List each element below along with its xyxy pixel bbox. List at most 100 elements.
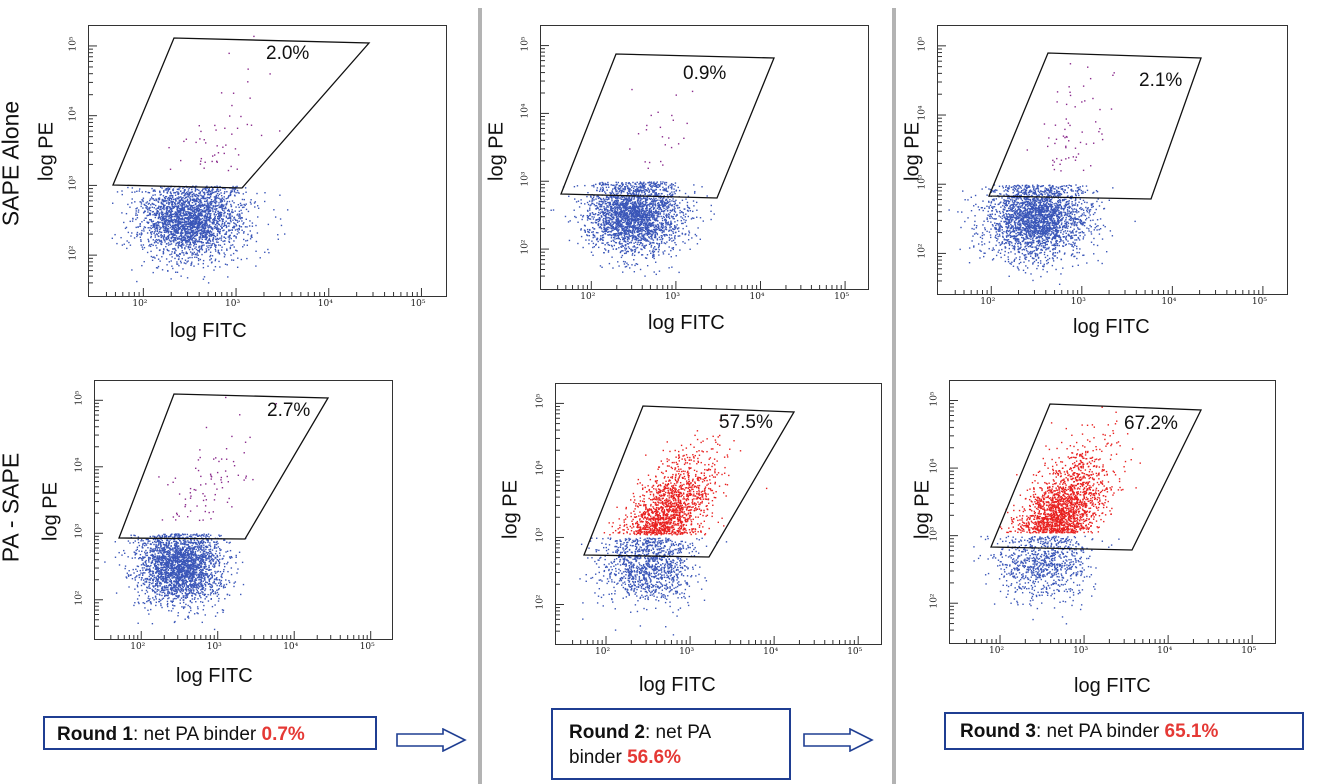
event-dot	[627, 210, 630, 212]
event-dot	[602, 221, 605, 224]
event-dot	[601, 230, 603, 232]
event-dot	[169, 219, 171, 222]
event-dot	[648, 210, 651, 212]
event-dot	[174, 226, 177, 229]
event-dot	[599, 212, 601, 215]
event-dot	[199, 205, 201, 207]
event-dot	[665, 187, 667, 190]
event-dot	[204, 215, 206, 217]
event-dot	[689, 210, 692, 212]
event-dot	[171, 210, 174, 213]
event-dot	[645, 240, 647, 242]
event-dot	[120, 236, 122, 239]
event-dot	[179, 228, 181, 230]
event-dot	[200, 232, 202, 234]
event-dot	[602, 242, 604, 244]
event-dot	[219, 211, 222, 214]
event-dot	[612, 192, 615, 194]
event-dot	[601, 266, 603, 269]
event-dot	[200, 157, 203, 160]
event-dot	[207, 246, 209, 249]
event-dot	[219, 216, 221, 219]
event-dot	[612, 221, 614, 223]
event-dot	[629, 217, 631, 220]
event-dot	[634, 201, 637, 203]
event-dot	[209, 213, 211, 215]
event-dot	[206, 196, 208, 199]
event-dot	[152, 214, 154, 216]
event-dot	[208, 187, 210, 190]
event-dot	[187, 195, 189, 198]
event-dot	[190, 262, 193, 265]
event-dot	[185, 225, 187, 227]
event-dot	[191, 239, 193, 241]
event-dot	[264, 192, 266, 194]
event-dot	[190, 199, 192, 201]
event-dot	[643, 210, 645, 213]
event-dot	[212, 240, 214, 242]
event-dot	[650, 202, 652, 204]
event-dot	[142, 244, 145, 246]
event-dot	[639, 187, 641, 189]
event-dot	[170, 218, 173, 221]
event-dot	[642, 186, 645, 188]
event-dot	[180, 215, 183, 217]
event-dot	[163, 231, 166, 233]
event-dot	[163, 190, 165, 192]
event-dot	[175, 199, 177, 201]
event-dot	[173, 228, 176, 230]
event-dot	[159, 240, 161, 243]
event-dot	[238, 227, 240, 230]
event-dot	[137, 226, 139, 228]
event-dot	[620, 250, 622, 253]
event-dot	[284, 233, 286, 235]
event-dot	[626, 242, 629, 245]
event-dot	[621, 181, 623, 184]
event-dot	[210, 199, 213, 201]
event-dot	[187, 191, 189, 193]
event-dot	[139, 223, 141, 225]
event-dot	[200, 197, 202, 200]
event-dot	[648, 237, 651, 239]
event-dot	[199, 218, 201, 220]
event-dot	[614, 186, 616, 188]
event-dot	[643, 239, 646, 241]
gate-polygon[interactable]	[112, 37, 371, 189]
event-dot	[239, 218, 242, 220]
event-dot	[654, 193, 656, 195]
event-dot	[231, 188, 234, 190]
event-dot	[185, 206, 187, 208]
event-dot	[615, 200, 618, 203]
event-dot	[233, 246, 235, 248]
event-dot	[232, 92, 235, 94]
event-dot	[610, 240, 613, 242]
event-dot	[197, 220, 200, 223]
event-dot	[668, 217, 671, 220]
event-dot	[189, 191, 191, 194]
event-dot	[215, 195, 218, 197]
event-dot	[202, 235, 205, 237]
event-dot	[597, 214, 600, 216]
event-dot	[170, 198, 173, 201]
event-dot	[203, 230, 205, 232]
event-dot	[605, 229, 607, 231]
event-dot	[240, 209, 242, 212]
event-dot	[655, 197, 657, 200]
event-dot	[154, 228, 156, 230]
event-dot	[233, 190, 236, 192]
event-dot	[180, 202, 183, 205]
event-dot	[649, 202, 651, 205]
event-dot	[643, 209, 645, 212]
event-dot	[670, 215, 673, 217]
event-dot	[672, 216, 674, 218]
event-dot	[267, 248, 269, 251]
event-dot	[659, 197, 662, 199]
event-dot	[204, 227, 207, 230]
event-dot	[643, 229, 645, 232]
event-dot	[234, 229, 237, 231]
event-dot	[616, 201, 618, 203]
event-dot	[604, 244, 606, 246]
event-dot	[157, 221, 159, 223]
event-dot	[185, 232, 187, 234]
event-dot	[170, 260, 172, 262]
